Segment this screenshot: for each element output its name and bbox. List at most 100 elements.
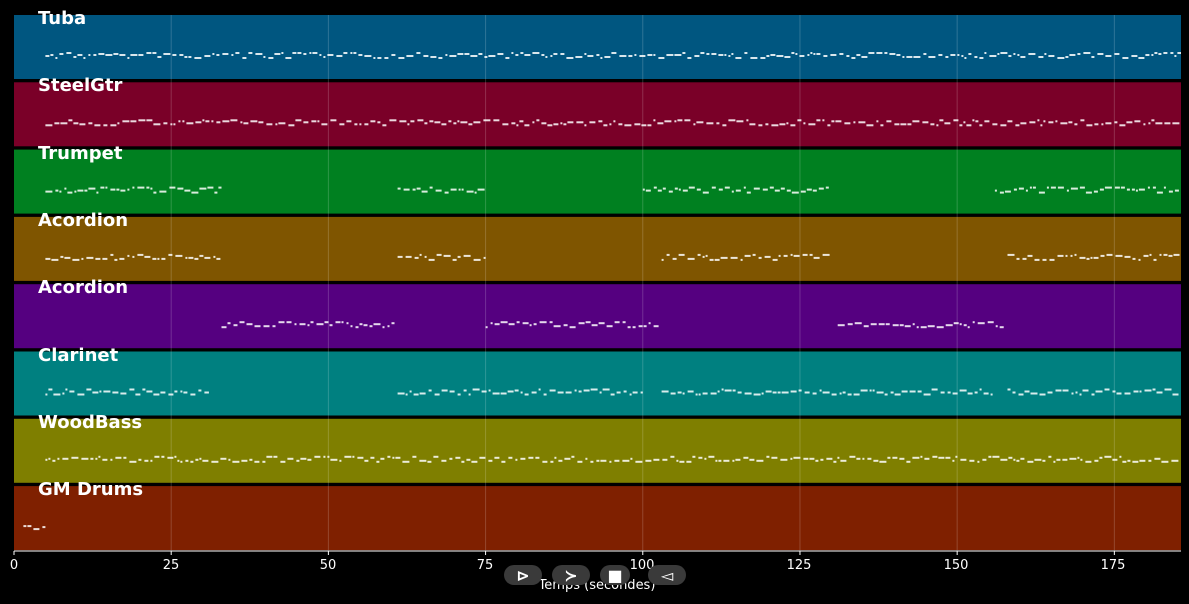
note [178,120,181,123]
note [339,459,342,462]
note [1164,388,1172,391]
note [336,55,343,57]
note [457,255,461,258]
note [764,255,771,258]
note [529,324,532,327]
note [250,120,258,123]
note [483,119,491,122]
note [870,323,877,326]
note [632,326,636,329]
note [1055,120,1058,123]
note [538,388,541,391]
note [1065,56,1069,58]
note [844,122,851,125]
note [542,460,548,463]
note [979,57,984,59]
note [449,390,455,393]
note [1122,460,1127,463]
note [195,121,202,124]
note [1012,391,1016,394]
note [724,54,727,56]
note [927,325,935,328]
note [1074,253,1077,256]
note [758,256,762,259]
note [445,54,448,56]
note [1016,459,1020,462]
note [1114,53,1120,55]
note [622,321,626,324]
note [204,55,211,57]
note [144,255,151,258]
note [778,254,781,257]
stop-button[interactable]: ■ [600,565,630,585]
note [896,54,901,56]
note [1044,53,1047,55]
note [241,459,248,462]
back-button[interactable]: ◅ [648,565,686,585]
note [624,124,632,127]
note [184,56,188,58]
note [783,254,788,257]
note [1025,189,1028,192]
note [1050,186,1056,189]
note [146,390,153,393]
note [421,190,428,193]
note [1008,55,1012,57]
note [1114,121,1118,124]
note [854,322,862,325]
note [1000,52,1008,54]
play-button[interactable]: ⊳ [504,565,542,585]
note [508,456,513,459]
note [661,390,669,393]
note [508,323,515,326]
note [1104,455,1112,458]
note [765,123,769,126]
note [614,321,620,324]
note [831,120,835,123]
note [1042,258,1047,261]
note [1104,186,1112,189]
note [180,390,183,393]
note [1020,122,1027,125]
note [27,525,32,528]
note [335,321,341,324]
note [916,326,919,329]
note [687,257,695,260]
forward-button[interactable]: ≻ [552,565,590,585]
note [589,121,596,124]
note [424,122,428,125]
note [98,455,101,458]
note [684,119,691,122]
note [900,123,907,126]
note [417,119,424,122]
note [354,123,358,126]
note [766,455,770,458]
note [222,53,229,55]
note [376,460,380,463]
note [602,388,610,391]
track-band [14,284,1181,349]
note [543,393,547,396]
note [702,255,705,258]
note [793,456,801,459]
note [664,120,672,123]
note [1085,460,1092,463]
note [662,458,668,461]
note [45,458,48,461]
stop-icon: ■ [607,565,623,585]
note [319,54,322,56]
note [1115,254,1123,257]
note [920,326,927,329]
note [697,253,701,256]
note [992,123,998,126]
note [553,325,561,328]
note [1053,460,1056,463]
note [634,54,637,56]
note [746,191,751,194]
note [278,122,286,125]
x-axis-ticks [13,551,1115,555]
note [708,455,715,458]
note [899,457,905,460]
note [1020,56,1026,58]
note [1068,121,1073,124]
